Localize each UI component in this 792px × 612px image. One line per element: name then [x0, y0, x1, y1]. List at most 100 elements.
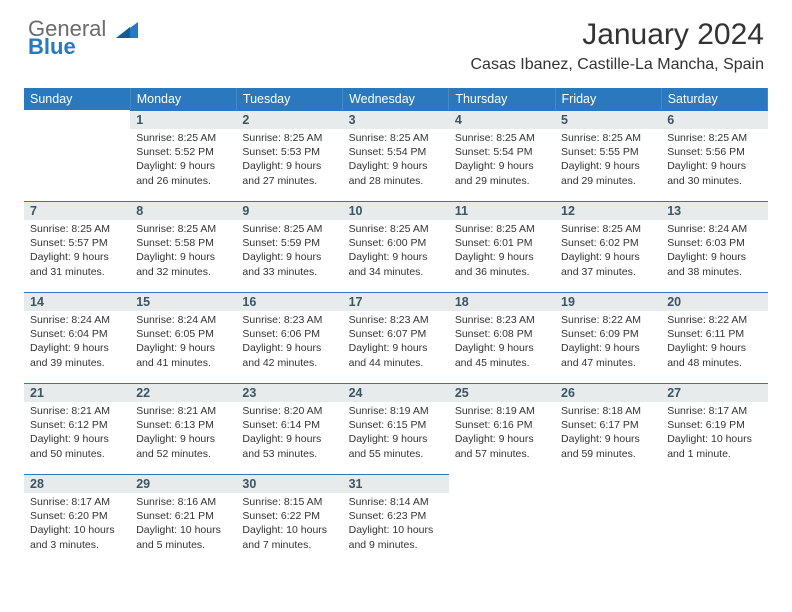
day-info: Sunrise: 8:23 AMSunset: 6:07 PMDaylight:… — [343, 311, 449, 374]
day-number: 10 — [343, 201, 449, 220]
sunrise-line: Sunrise: 8:25 AM — [455, 131, 549, 145]
sunrise-line: Sunrise: 8:25 AM — [349, 131, 443, 145]
calendar-cell: 5Sunrise: 8:25 AMSunset: 5:55 PMDaylight… — [555, 110, 661, 201]
sunrise-line: Sunrise: 8:24 AM — [667, 222, 761, 236]
day-number: 19 — [555, 292, 661, 311]
calendar-cell: 1Sunrise: 8:25 AMSunset: 5:52 PMDaylight… — [130, 110, 236, 201]
day-info: Sunrise: 8:23 AMSunset: 6:08 PMDaylight:… — [449, 311, 555, 374]
daylight-line-2: and 37 minutes. — [561, 265, 655, 279]
calendar-cell: 23Sunrise: 8:20 AMSunset: 6:14 PMDayligh… — [236, 383, 342, 474]
sunset-line: Sunset: 6:11 PM — [667, 327, 761, 341]
sunset-line: Sunset: 6:23 PM — [349, 509, 443, 523]
daylight-line-1: Daylight: 9 hours — [561, 159, 655, 173]
sunset-line: Sunset: 6:17 PM — [561, 418, 655, 432]
sunset-line: Sunset: 5:58 PM — [136, 236, 230, 250]
day-info: Sunrise: 8:24 AMSunset: 6:04 PMDaylight:… — [24, 311, 130, 374]
sunset-line: Sunset: 5:54 PM — [455, 145, 549, 159]
calendar-cell: .. — [24, 110, 130, 201]
daylight-line-2: and 29 minutes. — [561, 174, 655, 188]
sunrise-line: Sunrise: 8:19 AM — [349, 404, 443, 418]
calendar-cell: 16Sunrise: 8:23 AMSunset: 6:06 PMDayligh… — [236, 292, 342, 383]
sunset-line: Sunset: 6:04 PM — [30, 327, 124, 341]
daylight-line-1: Daylight: 9 hours — [30, 432, 124, 446]
day-number: 16 — [236, 292, 342, 311]
day-info: Sunrise: 8:21 AMSunset: 6:12 PMDaylight:… — [24, 402, 130, 465]
daylight-line-2: and 9 minutes. — [349, 538, 443, 552]
daylight-line-2: and 55 minutes. — [349, 447, 443, 461]
daylight-line-1: Daylight: 9 hours — [242, 432, 336, 446]
day-info: Sunrise: 8:19 AMSunset: 6:16 PMDaylight:… — [449, 402, 555, 465]
sunrise-line: Sunrise: 8:15 AM — [242, 495, 336, 509]
daylight-line-1: Daylight: 9 hours — [242, 159, 336, 173]
daylight-line-1: Daylight: 9 hours — [561, 250, 655, 264]
day-number: 9 — [236, 201, 342, 220]
sunrise-line: Sunrise: 8:25 AM — [136, 131, 230, 145]
header: General Blue January 2024 Casas Ibanez, … — [0, 0, 792, 82]
sunrise-line: Sunrise: 8:25 AM — [349, 222, 443, 236]
calendar-cell: 25Sunrise: 8:19 AMSunset: 6:16 PMDayligh… — [449, 383, 555, 474]
calendar-cell: 11Sunrise: 8:25 AMSunset: 6:01 PMDayligh… — [449, 201, 555, 292]
daylight-line-2: and 38 minutes. — [667, 265, 761, 279]
day-number: 5 — [555, 110, 661, 129]
daylight-line-1: Daylight: 9 hours — [349, 250, 443, 264]
sunrise-line: Sunrise: 8:23 AM — [242, 313, 336, 327]
calendar-cell: 13Sunrise: 8:24 AMSunset: 6:03 PMDayligh… — [661, 201, 767, 292]
calendar-cell: 4Sunrise: 8:25 AMSunset: 5:54 PMDaylight… — [449, 110, 555, 201]
day-number: 22 — [130, 383, 236, 402]
sunrise-line: Sunrise: 8:21 AM — [136, 404, 230, 418]
daylight-line-2: and 45 minutes. — [455, 356, 549, 370]
sunrise-line: Sunrise: 8:22 AM — [667, 313, 761, 327]
sunrise-line: Sunrise: 8:23 AM — [349, 313, 443, 327]
day-number: 7 — [24, 201, 130, 220]
calendar-week: ..1Sunrise: 8:25 AMSunset: 5:52 PMDaylig… — [24, 110, 768, 201]
sunrise-line: Sunrise: 8:19 AM — [455, 404, 549, 418]
day-info: Sunrise: 8:25 AMSunset: 5:54 PMDaylight:… — [449, 129, 555, 192]
calendar-cell: 9Sunrise: 8:25 AMSunset: 5:59 PMDaylight… — [236, 201, 342, 292]
sunset-line: Sunset: 6:09 PM — [561, 327, 655, 341]
daylight-line-1: Daylight: 10 hours — [136, 523, 230, 537]
day-info: Sunrise: 8:16 AMSunset: 6:21 PMDaylight:… — [130, 493, 236, 556]
daylight-line-1: Daylight: 9 hours — [349, 341, 443, 355]
day-info: Sunrise: 8:25 AMSunset: 6:00 PMDaylight:… — [343, 220, 449, 283]
day-number: 13 — [661, 201, 767, 220]
daylight-line-2: and 50 minutes. — [30, 447, 124, 461]
sunrise-line: Sunrise: 8:24 AM — [136, 313, 230, 327]
calendar-cell: 7Sunrise: 8:25 AMSunset: 5:57 PMDaylight… — [24, 201, 130, 292]
calendar-cell: 15Sunrise: 8:24 AMSunset: 6:05 PMDayligh… — [130, 292, 236, 383]
calendar-cell: 14Sunrise: 8:24 AMSunset: 6:04 PMDayligh… — [24, 292, 130, 383]
daylight-line-1: Daylight: 9 hours — [667, 250, 761, 264]
sunset-line: Sunset: 5:59 PM — [242, 236, 336, 250]
day-number: 2 — [236, 110, 342, 129]
day-info: Sunrise: 8:25 AMSunset: 5:54 PMDaylight:… — [343, 129, 449, 192]
day-info: Sunrise: 8:24 AMSunset: 6:05 PMDaylight:… — [130, 311, 236, 374]
daylight-line-1: Daylight: 9 hours — [136, 250, 230, 264]
sunset-line: Sunset: 6:21 PM — [136, 509, 230, 523]
daylight-line-2: and 57 minutes. — [455, 447, 549, 461]
calendar-cell: 26Sunrise: 8:18 AMSunset: 6:17 PMDayligh… — [555, 383, 661, 474]
day-number: 29 — [130, 474, 236, 493]
sunset-line: Sunset: 6:22 PM — [242, 509, 336, 523]
daylight-line-1: Daylight: 9 hours — [349, 432, 443, 446]
day-number: 28 — [24, 474, 130, 493]
daylight-line-2: and 48 minutes. — [667, 356, 761, 370]
calendar-cell: 29Sunrise: 8:16 AMSunset: 6:21 PMDayligh… — [130, 474, 236, 565]
daylight-line-2: and 34 minutes. — [349, 265, 443, 279]
day-number: 26 — [555, 383, 661, 402]
day-info: Sunrise: 8:17 AMSunset: 6:20 PMDaylight:… — [24, 493, 130, 556]
sunset-line: Sunset: 6:07 PM — [349, 327, 443, 341]
calendar-cell: 2Sunrise: 8:25 AMSunset: 5:53 PMDaylight… — [236, 110, 342, 201]
sunrise-line: Sunrise: 8:25 AM — [136, 222, 230, 236]
sunset-line: Sunset: 6:15 PM — [349, 418, 443, 432]
calendar-cell: 30Sunrise: 8:15 AMSunset: 6:22 PMDayligh… — [236, 474, 342, 565]
sunrise-line: Sunrise: 8:16 AM — [136, 495, 230, 509]
daylight-line-2: and 26 minutes. — [136, 174, 230, 188]
calendar-week: 21Sunrise: 8:21 AMSunset: 6:12 PMDayligh… — [24, 383, 768, 474]
daylight-line-2: and 33 minutes. — [242, 265, 336, 279]
logo-text: General Blue — [28, 18, 140, 58]
day-number: 25 — [449, 383, 555, 402]
day-info: Sunrise: 8:25 AMSunset: 5:56 PMDaylight:… — [661, 129, 767, 192]
day-info: Sunrise: 8:22 AMSunset: 6:11 PMDaylight:… — [661, 311, 767, 374]
calendar-cell: 20Sunrise: 8:22 AMSunset: 6:11 PMDayligh… — [661, 292, 767, 383]
daylight-line-1: Daylight: 10 hours — [242, 523, 336, 537]
day-info: Sunrise: 8:25 AMSunset: 6:02 PMDaylight:… — [555, 220, 661, 283]
